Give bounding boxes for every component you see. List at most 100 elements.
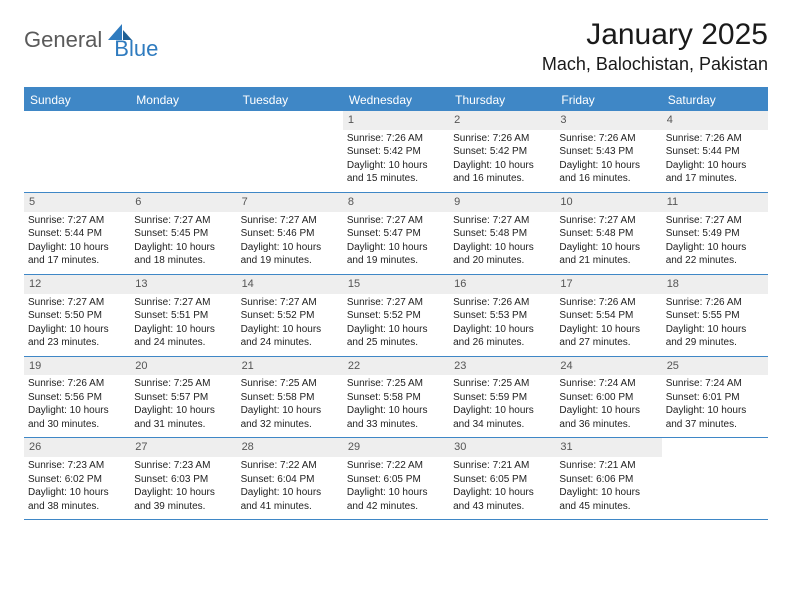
- day-cell: [130, 111, 236, 192]
- day-number: 1: [343, 111, 449, 130]
- calendar-grid: SundayMondayTuesdayWednesdayThursdayFrid…: [24, 87, 768, 520]
- day-number: 16: [449, 275, 555, 294]
- daylight-text: Daylight: 10 hours and 36 minutes.: [559, 404, 657, 431]
- day-cell: 27Sunrise: 7:23 AMSunset: 6:03 PMDayligh…: [130, 438, 236, 519]
- dow-cell: Monday: [130, 89, 236, 111]
- sunrise-text: Sunrise: 7:26 AM: [559, 296, 657, 310]
- sunset-text: Sunset: 6:05 PM: [347, 473, 445, 487]
- day-cell: 15Sunrise: 7:27 AMSunset: 5:52 PMDayligh…: [343, 275, 449, 356]
- day-cell: [237, 111, 343, 192]
- day-body: Sunrise: 7:23 AMSunset: 6:03 PMDaylight:…: [130, 457, 236, 519]
- daylight-text: Daylight: 10 hours and 39 minutes.: [134, 486, 232, 513]
- sunrise-text: Sunrise: 7:26 AM: [347, 132, 445, 146]
- day-cell: 8Sunrise: 7:27 AMSunset: 5:47 PMDaylight…: [343, 193, 449, 274]
- dow-cell: Saturday: [662, 89, 768, 111]
- day-number: 27: [130, 438, 236, 457]
- day-cell: 22Sunrise: 7:25 AMSunset: 5:58 PMDayligh…: [343, 357, 449, 438]
- sunrise-text: Sunrise: 7:27 AM: [134, 214, 232, 228]
- sunset-text: Sunset: 5:53 PM: [453, 309, 551, 323]
- day-body: Sunrise: 7:22 AMSunset: 6:05 PMDaylight:…: [343, 457, 449, 519]
- day-body: Sunrise: 7:26 AMSunset: 5:44 PMDaylight:…: [662, 130, 768, 192]
- sunset-text: Sunset: 5:49 PM: [666, 227, 764, 241]
- day-body: Sunrise: 7:27 AMSunset: 5:49 PMDaylight:…: [662, 212, 768, 274]
- daylight-text: Daylight: 10 hours and 45 minutes.: [559, 486, 657, 513]
- month-title: January 2025: [542, 18, 768, 52]
- daylight-text: Daylight: 10 hours and 30 minutes.: [28, 404, 126, 431]
- day-number: 24: [555, 357, 661, 376]
- sunset-text: Sunset: 6:02 PM: [28, 473, 126, 487]
- sunset-text: Sunset: 5:48 PM: [559, 227, 657, 241]
- daylight-text: Daylight: 10 hours and 32 minutes.: [241, 404, 339, 431]
- day-body: Sunrise: 7:23 AMSunset: 6:02 PMDaylight:…: [24, 457, 130, 519]
- day-number: 7: [237, 193, 343, 212]
- day-cell: 21Sunrise: 7:25 AMSunset: 5:58 PMDayligh…: [237, 357, 343, 438]
- day-cell: 24Sunrise: 7:24 AMSunset: 6:00 PMDayligh…: [555, 357, 661, 438]
- day-cell: 29Sunrise: 7:22 AMSunset: 6:05 PMDayligh…: [343, 438, 449, 519]
- day-number: 19: [24, 357, 130, 376]
- day-cell: [24, 111, 130, 192]
- sunrise-text: Sunrise: 7:26 AM: [666, 132, 764, 146]
- daylight-text: Daylight: 10 hours and 34 minutes.: [453, 404, 551, 431]
- daylight-text: Daylight: 10 hours and 31 minutes.: [134, 404, 232, 431]
- sunset-text: Sunset: 5:44 PM: [28, 227, 126, 241]
- day-body: Sunrise: 7:25 AMSunset: 5:58 PMDaylight:…: [343, 375, 449, 437]
- daylight-text: Daylight: 10 hours and 41 minutes.: [241, 486, 339, 513]
- day-cell: 4Sunrise: 7:26 AMSunset: 5:44 PMDaylight…: [662, 111, 768, 192]
- day-body: Sunrise: 7:26 AMSunset: 5:54 PMDaylight:…: [555, 294, 661, 356]
- sunrise-text: Sunrise: 7:27 AM: [28, 214, 126, 228]
- day-number: 22: [343, 357, 449, 376]
- brand-word1: General: [24, 27, 102, 53]
- day-number: 2: [449, 111, 555, 130]
- day-body: Sunrise: 7:27 AMSunset: 5:51 PMDaylight:…: [130, 294, 236, 356]
- sunset-text: Sunset: 5:58 PM: [241, 391, 339, 405]
- day-number: 25: [662, 357, 768, 376]
- day-cell: 16Sunrise: 7:26 AMSunset: 5:53 PMDayligh…: [449, 275, 555, 356]
- day-body: Sunrise: 7:25 AMSunset: 5:58 PMDaylight:…: [237, 375, 343, 437]
- day-number: 30: [449, 438, 555, 457]
- header: General Blue January 2025 Mach, Balochis…: [24, 18, 768, 75]
- sunset-text: Sunset: 5:56 PM: [28, 391, 126, 405]
- daylight-text: Daylight: 10 hours and 42 minutes.: [347, 486, 445, 513]
- sunset-text: Sunset: 5:45 PM: [134, 227, 232, 241]
- day-cell: 26Sunrise: 7:23 AMSunset: 6:02 PMDayligh…: [24, 438, 130, 519]
- sunset-text: Sunset: 5:57 PM: [134, 391, 232, 405]
- daylight-text: Daylight: 10 hours and 38 minutes.: [28, 486, 126, 513]
- day-number: 21: [237, 357, 343, 376]
- daylight-text: Daylight: 10 hours and 17 minutes.: [28, 241, 126, 268]
- sunrise-text: Sunrise: 7:22 AM: [241, 459, 339, 473]
- day-number: 3: [555, 111, 661, 130]
- sunrise-text: Sunrise: 7:24 AM: [559, 377, 657, 391]
- day-of-week-header: SundayMondayTuesdayWednesdayThursdayFrid…: [24, 89, 768, 111]
- daylight-text: Daylight: 10 hours and 27 minutes.: [559, 323, 657, 350]
- sunset-text: Sunset: 5:52 PM: [347, 309, 445, 323]
- day-body: Sunrise: 7:26 AMSunset: 5:43 PMDaylight:…: [555, 130, 661, 192]
- day-number: 4: [662, 111, 768, 130]
- sunset-text: Sunset: 6:06 PM: [559, 473, 657, 487]
- day-body: Sunrise: 7:26 AMSunset: 5:56 PMDaylight:…: [24, 375, 130, 437]
- sunset-text: Sunset: 5:48 PM: [453, 227, 551, 241]
- day-cell: 17Sunrise: 7:26 AMSunset: 5:54 PMDayligh…: [555, 275, 661, 356]
- daylight-text: Daylight: 10 hours and 15 minutes.: [347, 159, 445, 186]
- sunrise-text: Sunrise: 7:27 AM: [559, 214, 657, 228]
- day-number: 11: [662, 193, 768, 212]
- sunrise-text: Sunrise: 7:27 AM: [241, 296, 339, 310]
- daylight-text: Daylight: 10 hours and 16 minutes.: [559, 159, 657, 186]
- daylight-text: Daylight: 10 hours and 29 minutes.: [666, 323, 764, 350]
- sunset-text: Sunset: 5:51 PM: [134, 309, 232, 323]
- week-row: 19Sunrise: 7:26 AMSunset: 5:56 PMDayligh…: [24, 357, 768, 439]
- sunrise-text: Sunrise: 7:25 AM: [134, 377, 232, 391]
- daylight-text: Daylight: 10 hours and 37 minutes.: [666, 404, 764, 431]
- day-cell: 25Sunrise: 7:24 AMSunset: 6:01 PMDayligh…: [662, 357, 768, 438]
- day-body: Sunrise: 7:27 AMSunset: 5:47 PMDaylight:…: [343, 212, 449, 274]
- day-number: 8: [343, 193, 449, 212]
- daylight-text: Daylight: 10 hours and 19 minutes.: [347, 241, 445, 268]
- day-cell: 1Sunrise: 7:26 AMSunset: 5:42 PMDaylight…: [343, 111, 449, 192]
- day-cell: [662, 438, 768, 519]
- sunrise-text: Sunrise: 7:27 AM: [241, 214, 339, 228]
- day-cell: 31Sunrise: 7:21 AMSunset: 6:06 PMDayligh…: [555, 438, 661, 519]
- sunset-text: Sunset: 6:05 PM: [453, 473, 551, 487]
- day-number: 13: [130, 275, 236, 294]
- day-number: 20: [130, 357, 236, 376]
- sunrise-text: Sunrise: 7:26 AM: [453, 132, 551, 146]
- location-text: Mach, Balochistan, Pakistan: [542, 54, 768, 75]
